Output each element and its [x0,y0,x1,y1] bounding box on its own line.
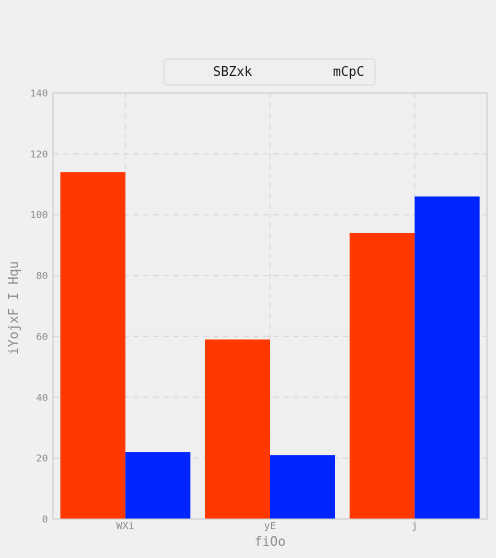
x-tick-label: WXi [116,521,134,532]
y-tick-label: 20 [36,454,48,465]
x-axis-label: fiOo [254,535,285,550]
x-tick-label: j [412,521,418,532]
bar-mcpc-ye [270,455,335,519]
legend-box [163,58,376,86]
x-tick-label: yE [264,521,276,532]
x-axis-ticks: WXi yE j [116,521,417,532]
plot-frame [52,92,488,520]
y-axis-label: iYojxF I Hqu [7,261,22,355]
y-axis-ticks: 0 20 40 60 80 100 120 140 [30,89,48,526]
legend: SBZxk mCpC [163,58,376,86]
y-tick-label: 120 [30,149,48,160]
bar-mcpc-j [414,196,480,519]
y-tick-label: 80 [36,271,48,282]
bar-sbzxk-j [349,232,415,519]
y-tick-label: 40 [36,393,48,404]
y-tick-label: 100 [30,210,48,221]
legend-label-mcpc: mCpC [333,65,364,80]
bars [60,172,480,519]
y-tick-label: 140 [30,89,48,100]
bar-sbzxk-wxi [60,172,126,519]
y-tick-label: 0 [42,515,48,526]
bar-mcpc-wxi [125,452,191,519]
y-tick-label: 60 [36,332,48,343]
bar-sbzxk-ye [205,339,270,519]
legend-label-sbzxk: SBZxk [213,65,252,80]
